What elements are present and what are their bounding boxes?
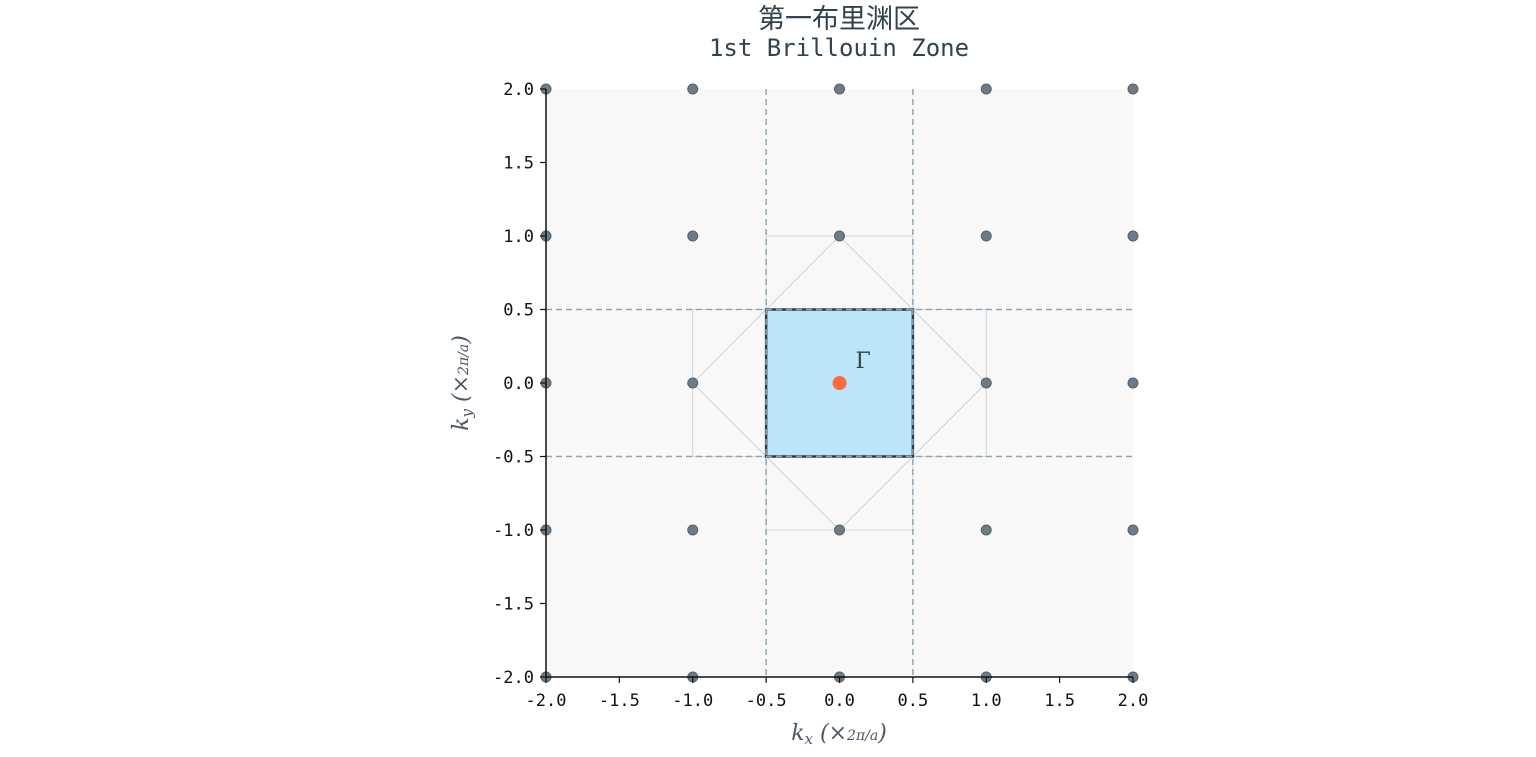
- construction-line: [765, 235, 840, 310]
- construction-line: [912, 382, 987, 457]
- lattice-point: [980, 230, 992, 242]
- y-tick-label: 1.0: [503, 227, 534, 247]
- x-tick-label: 1.5: [1044, 691, 1075, 711]
- gamma-point: [832, 376, 847, 390]
- x-tick-label: -0.5: [746, 691, 787, 711]
- gamma-label: Γ: [856, 349, 871, 374]
- chart-subtitle: 1st Brillouin Zone: [709, 34, 969, 62]
- zone-boundary-lines: [546, 89, 1133, 677]
- y-tick-label: 2.0: [503, 80, 534, 100]
- x-axis-label: kx (×2π/a): [791, 721, 887, 748]
- lattice-point: [1127, 524, 1139, 536]
- lattice-point: [687, 83, 699, 95]
- construction-line: [692, 309, 767, 384]
- y-tick-label: -2.0: [493, 668, 534, 688]
- lattice-point: [1127, 83, 1139, 95]
- construction-line: [912, 309, 987, 384]
- lattice-point: [687, 524, 699, 536]
- lattice-point: [687, 377, 699, 389]
- y-tick-label: 0.5: [503, 301, 534, 321]
- x-tick-label: 1.0: [971, 691, 1002, 711]
- x-tick-label: 2.0: [1118, 691, 1149, 711]
- y-tick-label: -1.5: [493, 595, 534, 615]
- x-tick-label: -1.5: [599, 691, 640, 711]
- lattice-point: [834, 524, 845, 536]
- y-tick-label: -0.5: [493, 448, 534, 468]
- y-axis-ticks: -2.0 -1.5 -1.0 -0.5 0.0 0.5 1.0 1.5 2.0: [493, 80, 546, 688]
- reciprocal-lattice-points: [540, 83, 1139, 683]
- lattice-point: [687, 230, 699, 242]
- x-tick-label: 0.5: [898, 691, 929, 711]
- construction-line: [765, 456, 840, 531]
- construction-line: [692, 382, 767, 457]
- y-tick-label: -1.0: [493, 521, 534, 541]
- x-tick-label: -1.0: [672, 691, 713, 711]
- lattice-point: [980, 524, 992, 536]
- lattice-point: [834, 230, 845, 242]
- lattice-point: [980, 83, 992, 95]
- lattice-point: [1127, 377, 1139, 389]
- chart-title: 第一布里渊区: [758, 4, 920, 35]
- x-tick-label: 0.0: [824, 691, 855, 711]
- lattice-point: [980, 377, 992, 389]
- y-axis-label: ky (×2π/a): [449, 335, 476, 431]
- lattice-point: [834, 83, 845, 95]
- lattice-point: [1127, 230, 1139, 242]
- construction-line: [839, 456, 914, 531]
- x-axis-ticks: -2.0 -1.5 -1.0 -0.5 0.0 0.5 1.0 1.5 2.0: [526, 677, 1149, 711]
- y-tick-label: 1.5: [503, 154, 534, 174]
- y-tick-label: 0.0: [503, 374, 534, 394]
- construction-line: [839, 235, 914, 310]
- x-tick-label: -2.0: [526, 691, 567, 711]
